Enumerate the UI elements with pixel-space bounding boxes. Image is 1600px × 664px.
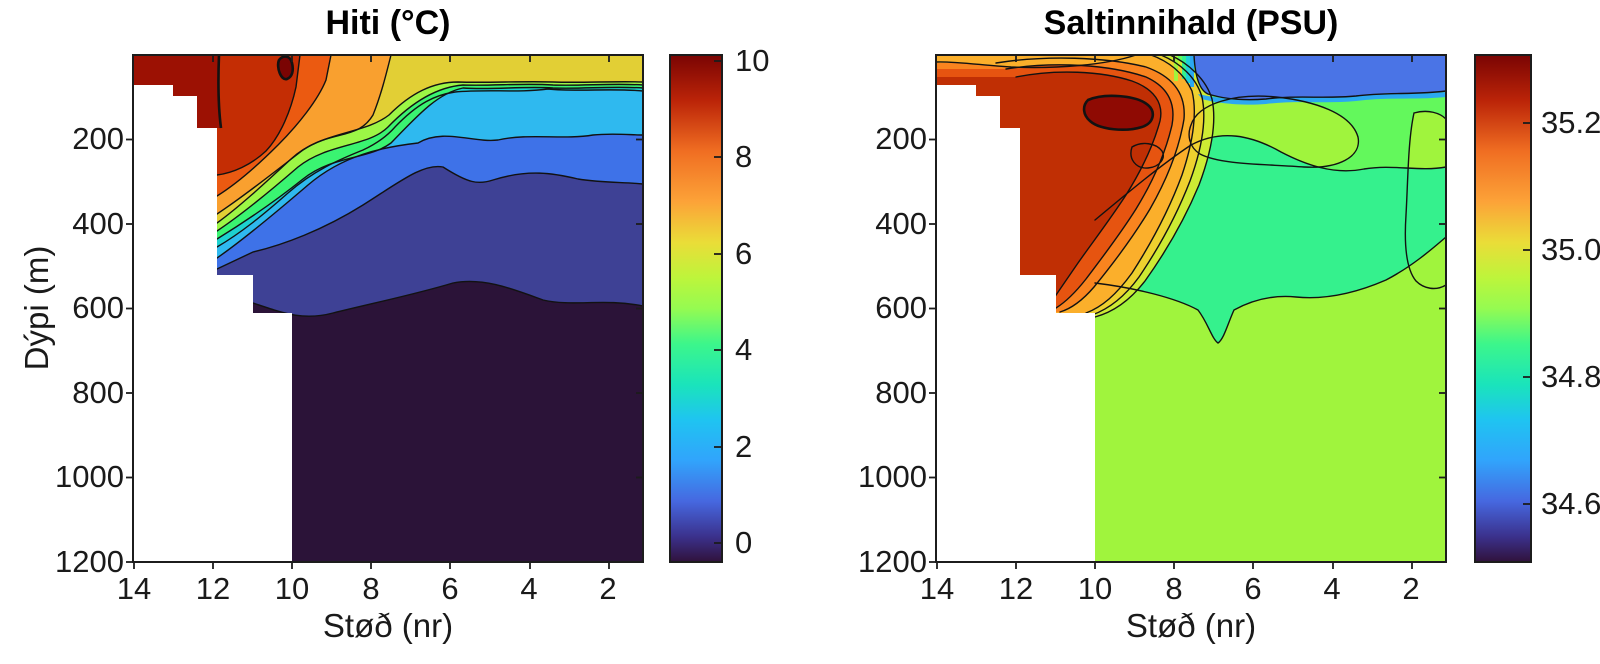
left-x-tick: 6 [441,571,459,606]
right-x-tick: 4 [1323,571,1341,606]
no-data-mask [936,85,1095,562]
left-x-tick: 4 [520,571,538,606]
temperature-warm-blob-outline [276,55,295,81]
left-colorbar-tick-label: 10 [735,43,770,78]
right-x-tick: 6 [1244,571,1262,606]
left-x-tick: 12 [195,571,231,606]
right-y-tick: 200 [875,121,927,156]
right-plot-axes [929,54,1447,569]
right-x-axis-label: Støð (nr) [1125,607,1257,644]
right-colorbar-tick-label: 35.0 [1541,232,1600,267]
salinity-contour-lines [935,54,1447,344]
left-x-tick: 14 [116,571,152,606]
left-y-tick: 600 [72,290,124,325]
right-y-tick: 800 [875,375,927,410]
left-x-tick: 10 [274,571,310,606]
right-y-tick: 400 [875,206,927,241]
right-colorbar-ticks [1523,122,1531,505]
left-plot-title: Hiti (°C) [325,4,451,42]
left-colorbar-tick-label: 2 [735,429,753,464]
right-y-tick: 1000 [858,459,927,494]
temperature-contour-lines [216,54,644,317]
temperature-10deg-contour [217,54,223,129]
right-x-tick: 10 [1077,571,1113,606]
plot-frame [935,54,1447,563]
no-data-mask [133,85,292,562]
right-colorbar [1474,54,1532,563]
left-y-tick: 1000 [55,459,124,494]
right-y-tick: 1200 [858,544,927,579]
left-plot-axes [126,54,644,569]
salinity-max-blob-outline [1082,94,1155,131]
plot-frame [132,54,644,563]
right-x-tick: 8 [1165,571,1183,606]
right-plot-title: Saltinnihald (PSU) [1043,4,1339,42]
left-colorbar [669,54,723,563]
left-colorbar-ticks [714,60,722,544]
axis-ticks [929,55,1446,569]
left-y-tick: 1200 [55,544,124,579]
left-x-tick: 8 [362,571,380,606]
axis-ticks [126,55,643,569]
left-y-tick: 800 [72,375,124,410]
right-colorbar-tick-label: 34.6 [1541,486,1600,521]
right-colorbar-tick-label: 34.8 [1541,359,1600,394]
left-y-tick: 400 [72,206,124,241]
left-y-tick: 200 [72,121,124,156]
left-x-axis-label: Støð (nr) [322,607,454,644]
right-x-tick: 14 [919,571,955,606]
left-x-tick: 2 [599,571,617,606]
right-y-tick: 600 [875,290,927,325]
left-colorbar-tick-label: 8 [735,139,753,174]
right-x-tick: 2 [1402,571,1420,606]
left-colorbar-tick-label: 6 [735,236,753,271]
right-colorbar-tick-label: 35.2 [1541,105,1600,140]
right-x-tick: 12 [998,571,1034,606]
left-colorbar-tick-label: 4 [735,332,753,367]
left-colorbar-tick-label: 0 [735,525,753,560]
